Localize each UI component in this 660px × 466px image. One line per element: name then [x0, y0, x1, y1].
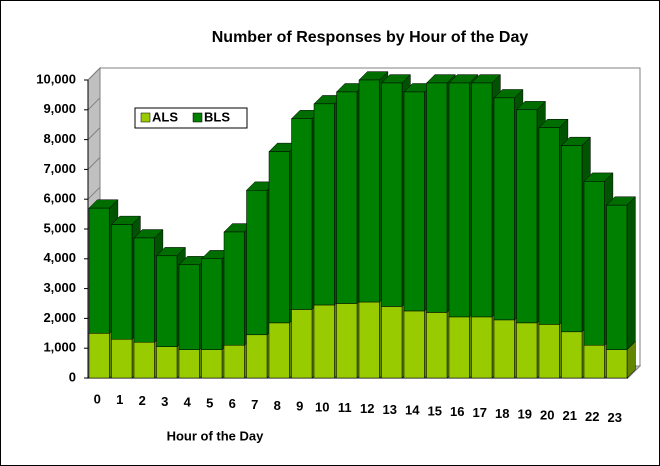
- bar: [403, 310, 425, 379]
- y-tick-label: 4,000: [43, 250, 76, 265]
- bar: [88, 207, 110, 334]
- legend-swatch: [192, 112, 203, 123]
- bar: [336, 91, 358, 304]
- bar: [291, 309, 313, 379]
- bar: [381, 306, 403, 379]
- x-tick-label: 12: [360, 401, 374, 416]
- bar: [493, 97, 515, 321]
- grid-line: [87, 127, 101, 140]
- bar: [156, 255, 178, 347]
- x-tick-label: 10: [315, 399, 329, 414]
- y-tick-label: 0: [69, 369, 76, 384]
- bar: [561, 145, 583, 333]
- y-tick-label: 3,000: [43, 280, 76, 295]
- legend-swatch: [140, 112, 151, 123]
- bar: [313, 304, 335, 379]
- x-tick-label: 4: [184, 395, 192, 410]
- y-tick-label: 8,000: [43, 131, 76, 146]
- bar: [223, 344, 245, 379]
- x-tick-label: 9: [296, 399, 303, 414]
- grid-line: [87, 97, 101, 111]
- y-tick-label: 1,000: [43, 340, 76, 355]
- bar: [246, 190, 268, 336]
- x-tick-label: 17: [473, 405, 487, 420]
- bar: [111, 224, 133, 340]
- bar: [561, 331, 583, 379]
- x-tick-label: 15: [428, 403, 442, 418]
- bar: [358, 301, 380, 379]
- bar-side: [626, 196, 636, 351]
- x-tick-label: 11: [338, 400, 352, 415]
- bar: [246, 334, 268, 379]
- bar: [156, 346, 178, 379]
- bar: [516, 109, 538, 324]
- x-tick-label: 2: [139, 393, 146, 408]
- bar: [88, 333, 110, 379]
- bar: [178, 264, 200, 350]
- x-tick-label: 0: [94, 391, 101, 406]
- grid-line: [87, 67, 101, 81]
- chart-title: Number of Responses by Hour of the Day: [212, 29, 529, 46]
- bar: [426, 312, 448, 379]
- x-tick-label: 6: [229, 396, 236, 411]
- x-tick-label: 7: [251, 397, 258, 412]
- x-tick-label: 16: [450, 404, 464, 419]
- bar: [448, 316, 470, 379]
- bar: [516, 322, 538, 379]
- grid-line: [87, 186, 101, 200]
- bar: [336, 303, 358, 379]
- bar: [426, 82, 448, 313]
- x-tick-label: 13: [383, 402, 397, 417]
- bar: [493, 319, 515, 379]
- bar: [268, 151, 290, 324]
- bar: [133, 341, 155, 379]
- x-tick-label: 14: [405, 403, 420, 418]
- x-tick-label: 1: [116, 392, 123, 407]
- bar: [111, 339, 133, 379]
- y-tick-label: 6,000: [43, 191, 76, 206]
- bar: [583, 344, 605, 379]
- legend-box: [134, 107, 248, 129]
- y-tick-label: 10,000: [36, 71, 76, 86]
- bar: [606, 204, 628, 350]
- bar: [268, 322, 290, 379]
- x-tick-label: 3: [161, 394, 168, 409]
- y-tick-label: 9,000: [43, 101, 76, 116]
- bar: [538, 127, 560, 325]
- x-tick-label: 21: [563, 408, 577, 423]
- bar: [583, 181, 605, 346]
- legend-label: BLS: [204, 109, 230, 124]
- x-tick-label: 5: [206, 395, 213, 410]
- y-tick-label: 7,000: [43, 161, 76, 176]
- x-tick-label: 19: [518, 407, 532, 422]
- y-tick-label: 2,000: [43, 310, 76, 325]
- bar: [538, 324, 560, 379]
- x-axis-label: Hour of the Day: [167, 428, 265, 443]
- x-tick-label: 23: [608, 410, 622, 425]
- legend-label: ALS: [152, 109, 178, 124]
- bar: [201, 258, 223, 350]
- grid-line: [87, 157, 101, 170]
- bar: [223, 231, 245, 346]
- bar: [178, 349, 200, 379]
- y-tick-label: 5,000: [43, 220, 76, 235]
- bar: [358, 79, 380, 303]
- bar: [313, 103, 335, 306]
- x-tick-label: 20: [540, 407, 554, 422]
- bar: [606, 349, 628, 379]
- legend: ALS BLS: [134, 107, 248, 129]
- bar: [471, 82, 493, 318]
- bar: [381, 82, 403, 307]
- bar: [201, 349, 223, 379]
- x-tick-label: 22: [585, 409, 599, 424]
- x-tick-label: 8: [274, 398, 281, 413]
- bar: [471, 316, 493, 379]
- bar: [448, 82, 470, 318]
- bar: [403, 91, 425, 312]
- bar: [133, 237, 155, 343]
- x-tick-label: 18: [495, 406, 509, 421]
- bar: [291, 118, 313, 310]
